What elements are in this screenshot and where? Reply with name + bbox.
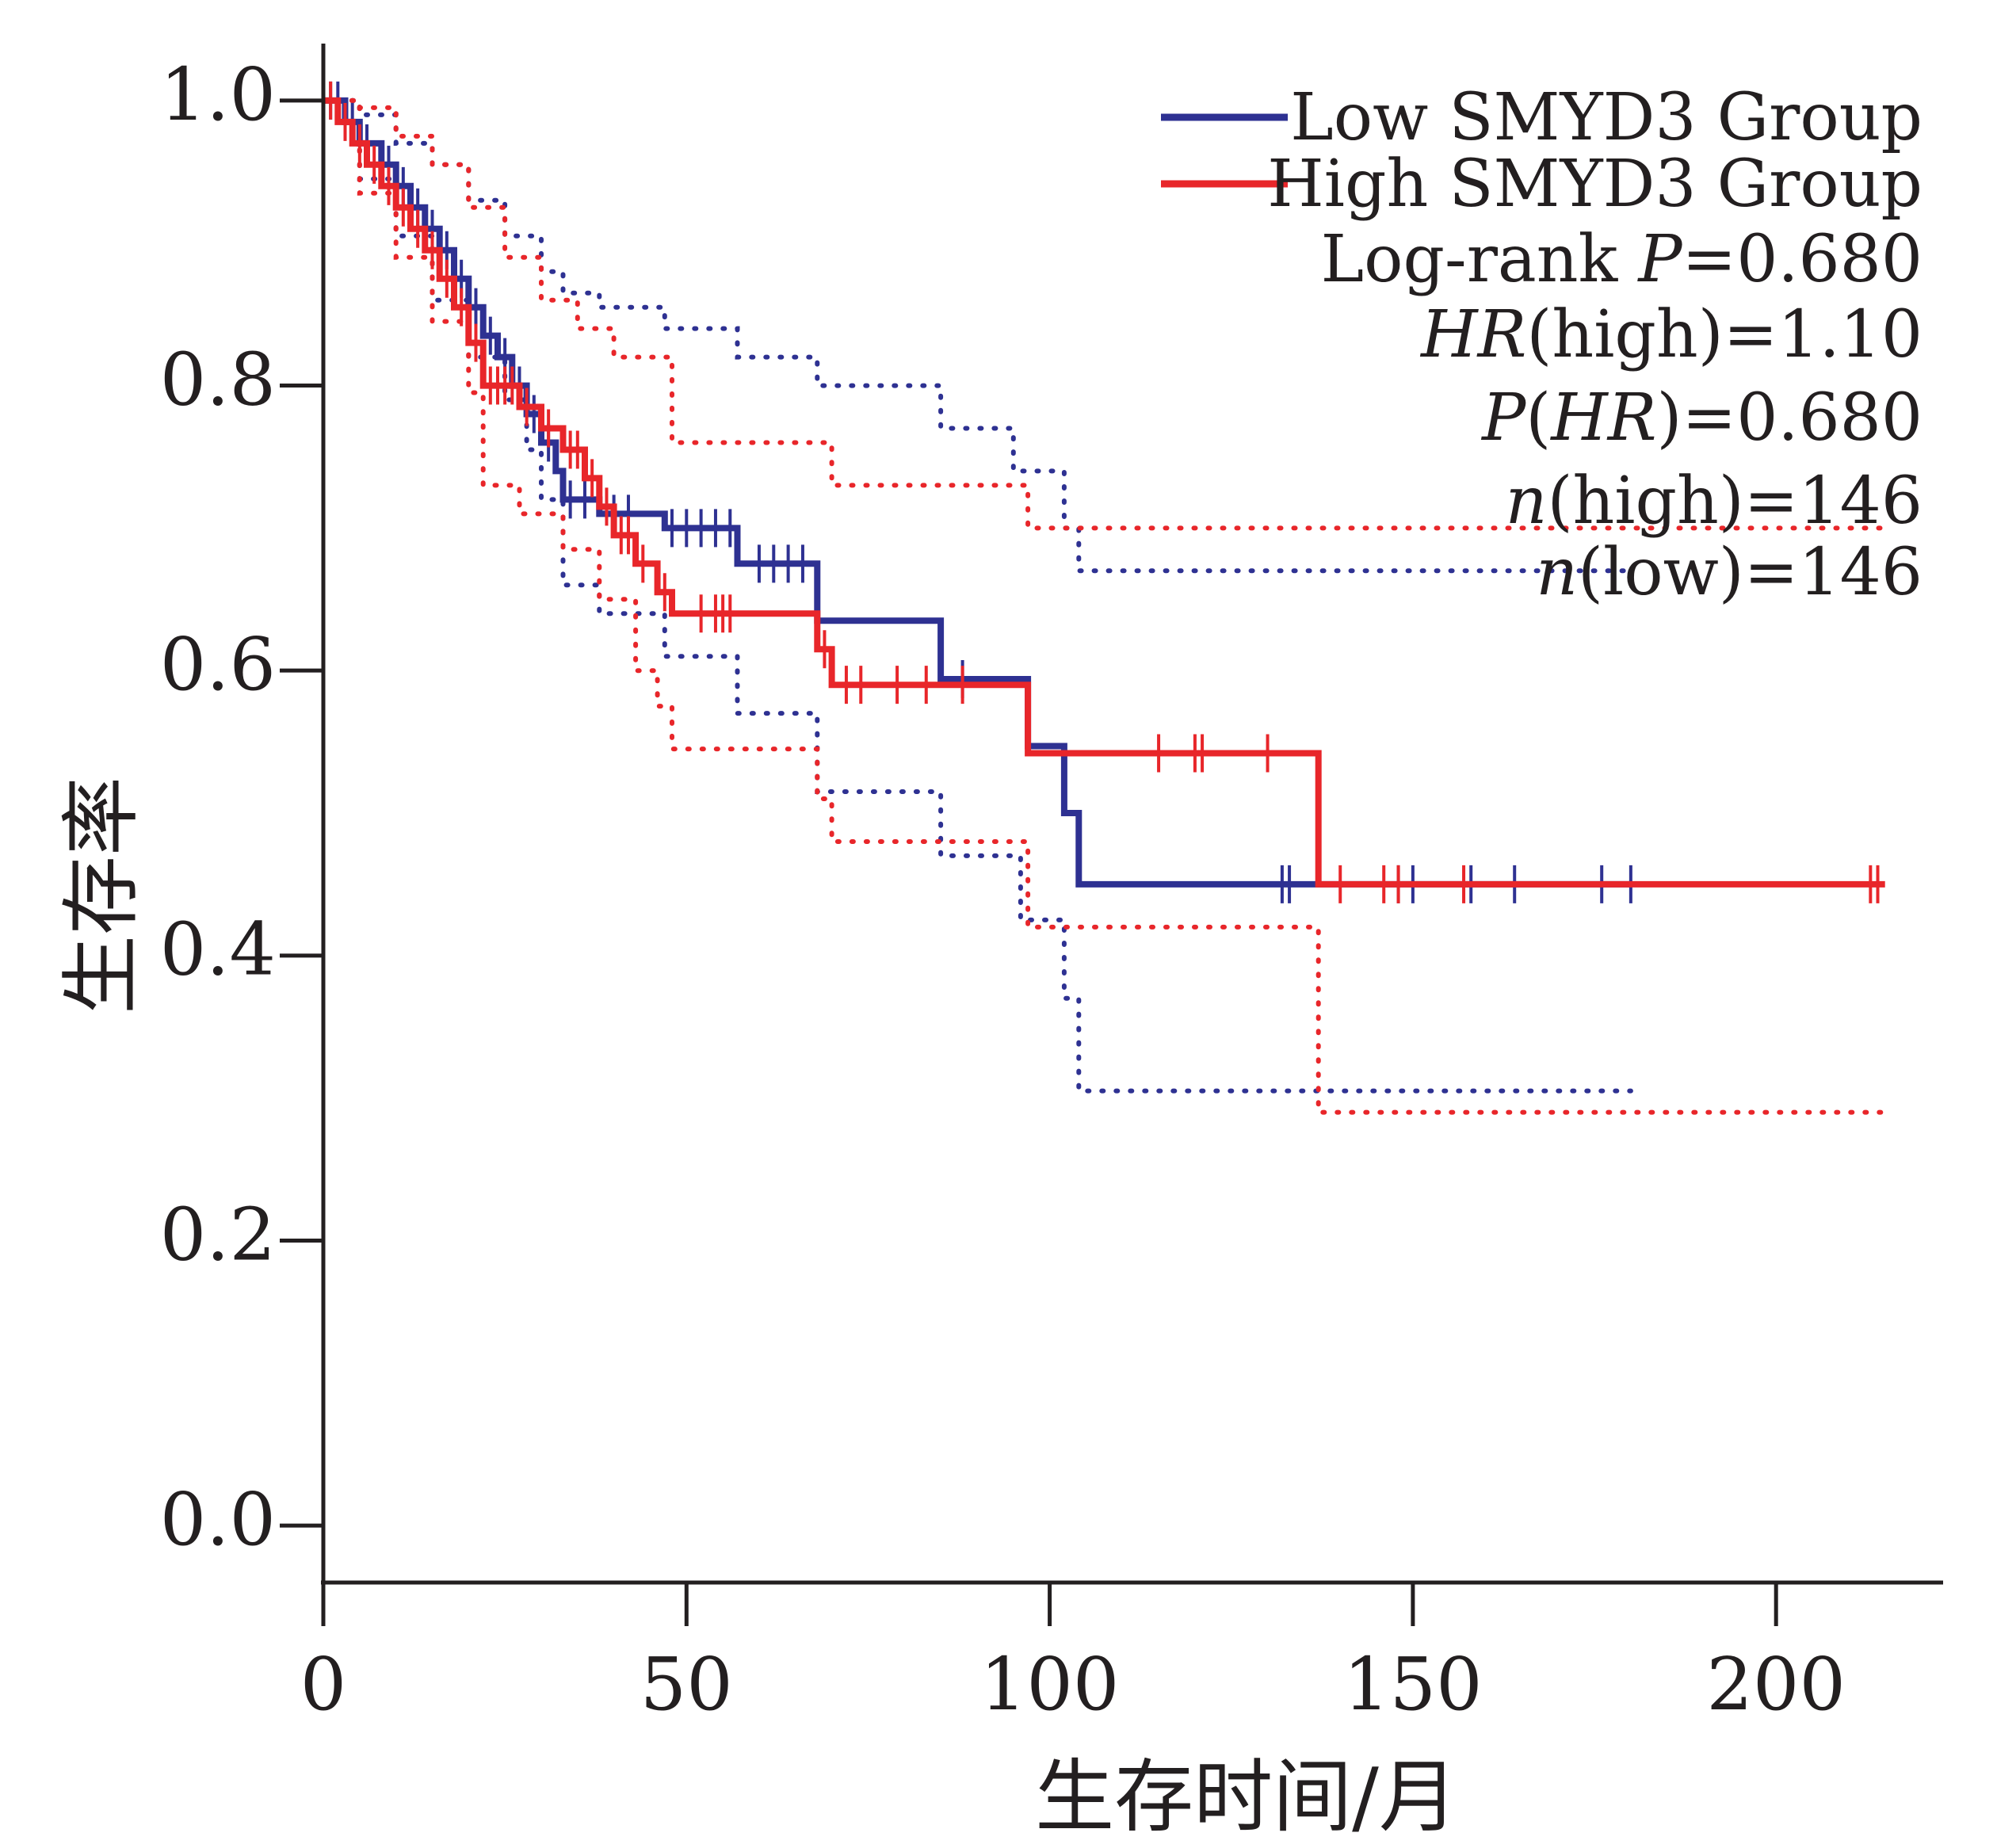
y-tick-label: 1.0 <box>160 52 276 137</box>
stat-line-part: n <box>1536 535 1578 610</box>
y-tick-label: 0.0 <box>160 1477 276 1562</box>
x-tick-label: 150 <box>1343 1642 1483 1727</box>
x-axis-title: 生存时间/月 <box>1035 1751 1458 1843</box>
stat-line: Log-rank P=0.680 <box>1321 222 1923 297</box>
x-tick-label: 200 <box>1706 1642 1846 1727</box>
stat-line-part: =0.680 <box>1682 222 1923 297</box>
stat-line-part: ( <box>1525 380 1551 456</box>
stat-line-part: HR <box>1549 380 1656 456</box>
statistics-annotation: Log-rank P=0.680HR(high)=1.10P(HR)=0.680… <box>1321 222 1923 610</box>
ci-band-high-upper <box>321 97 1888 531</box>
stat-line-part: (low)=146 <box>1578 535 1923 610</box>
stat-line-part: P <box>1480 380 1527 456</box>
y-tick-label: 0.6 <box>160 622 276 707</box>
axes <box>321 44 1943 1585</box>
x-tick-label: 0 <box>300 1642 347 1727</box>
stat-line-part: HR <box>1419 297 1526 372</box>
stat-line: HR(high)=1.10 <box>1419 297 1923 372</box>
y-tick-label: 0.8 <box>160 337 276 422</box>
x-tick-label: 100 <box>980 1642 1120 1727</box>
y-axis-title: 生存率 <box>55 777 147 1014</box>
stat-line-part: n <box>1506 464 1548 539</box>
ci-band-high-lower <box>321 97 1888 1115</box>
stat-line: P(HR)=0.680 <box>1480 380 1923 456</box>
stat-line-part: Log-rank <box>1321 222 1639 297</box>
stat-line-part: (high)=146 <box>1547 464 1923 539</box>
stat-line-part: )=0.680 <box>1657 380 1923 456</box>
x-tick-label: 50 <box>640 1642 733 1727</box>
stat-line: n(high)=146 <box>1506 464 1923 539</box>
ci-band-low-lower <box>321 97 1633 1094</box>
stat-line: n(low)=146 <box>1536 535 1923 610</box>
y-tick-label: 0.4 <box>160 907 276 992</box>
stat-line-part: P <box>1636 222 1683 297</box>
survival-curves <box>323 81 1885 903</box>
confidence-bands <box>321 97 1888 1115</box>
y-tick-label: 0.2 <box>160 1192 276 1277</box>
legend-label-high: High SMYD3 Group <box>1267 147 1923 222</box>
survival-curve-high <box>323 97 1885 888</box>
legend-label-low: Low SMYD3 Group <box>1290 80 1923 155</box>
stat-line-part: (high)=1.10 <box>1526 297 1923 372</box>
axis-ticks: 0.0 0.2 0.4 0.6 0.8 1.0 0 50 100 150 200 <box>160 52 1846 1727</box>
